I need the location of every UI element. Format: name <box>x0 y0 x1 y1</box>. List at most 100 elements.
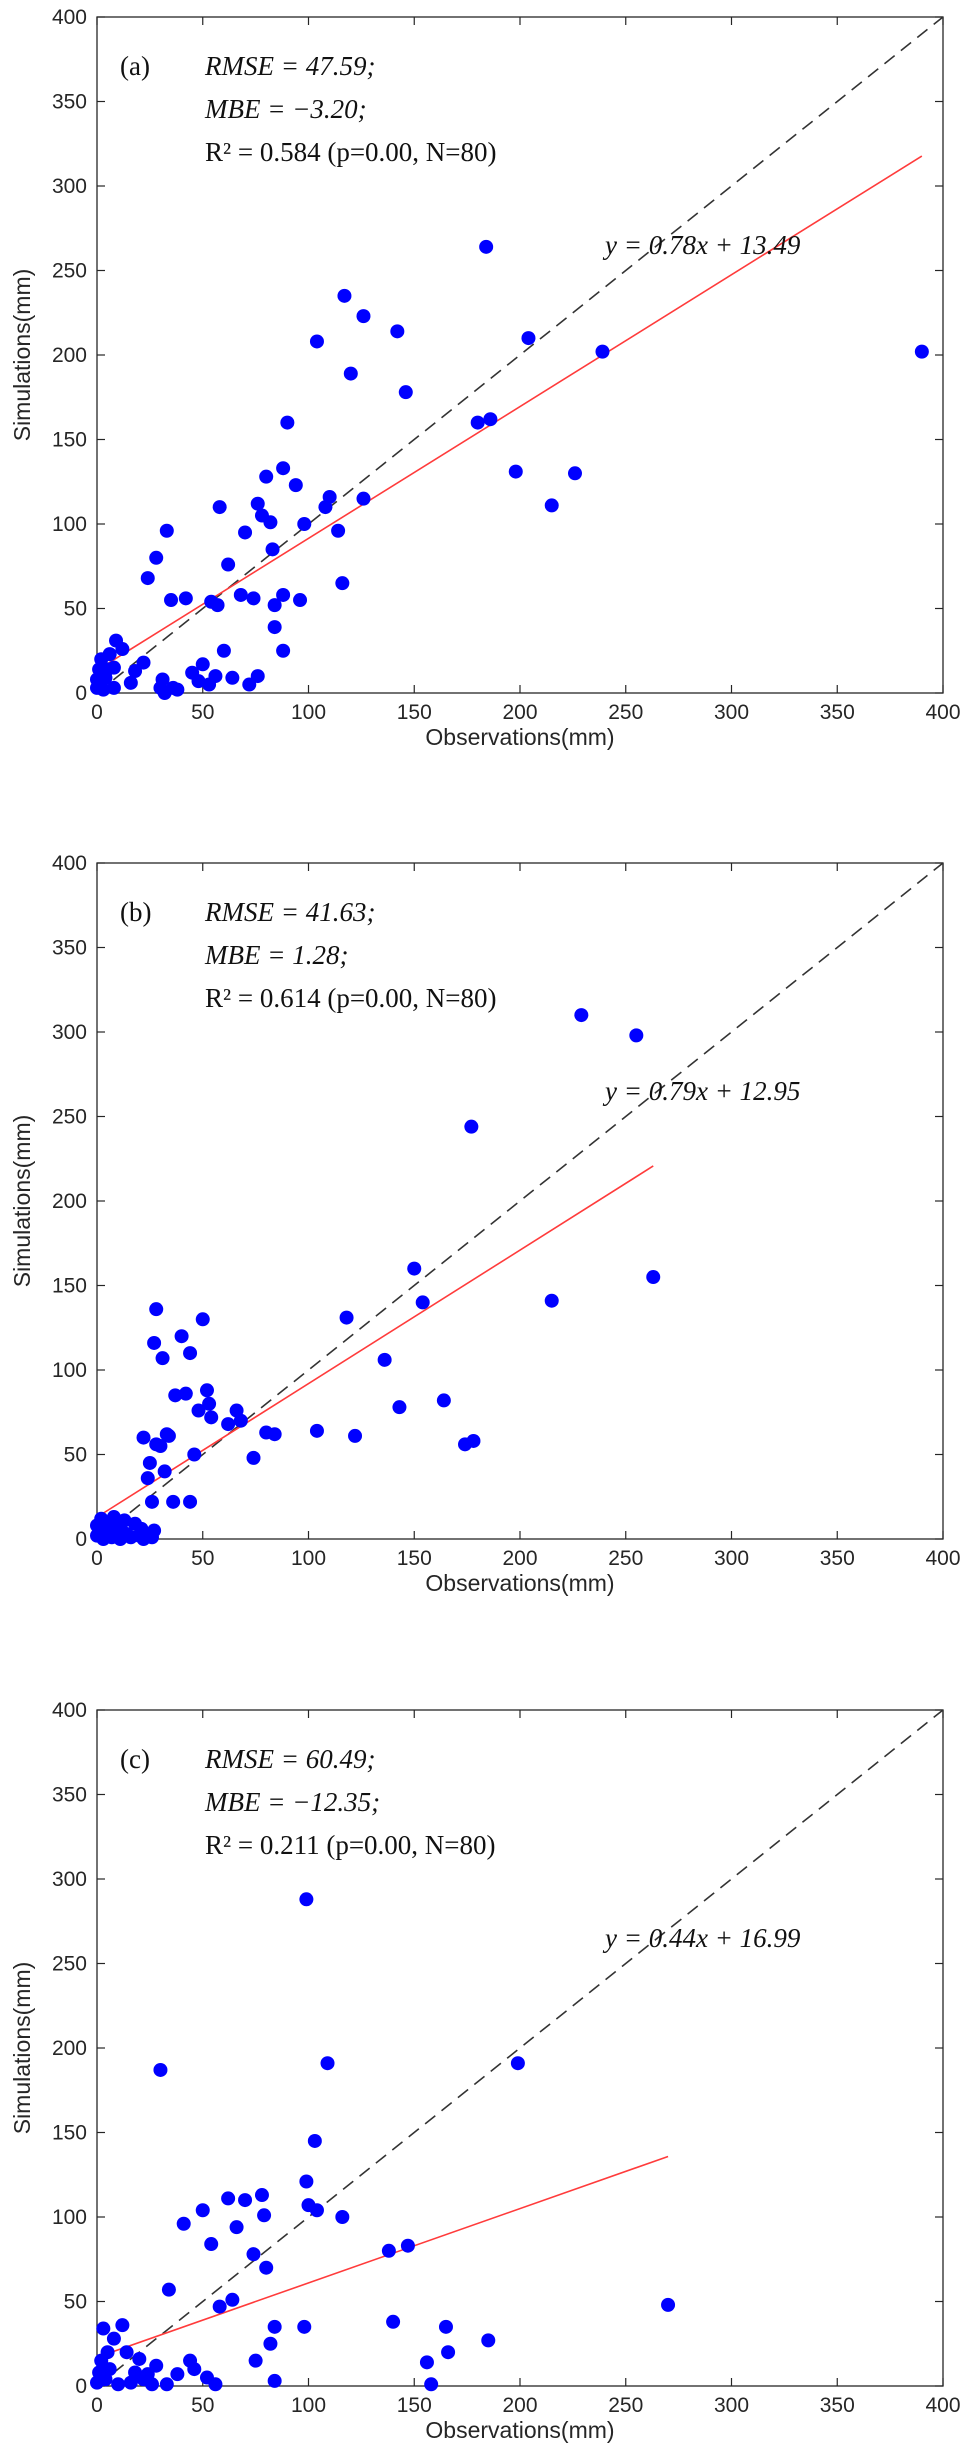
data-point <box>199 1383 214 1398</box>
data-point <box>123 675 138 690</box>
data-point <box>102 647 117 662</box>
one-to-one-reference-line <box>96 1709 944 2387</box>
y-tick-label: 350 <box>52 91 87 114</box>
data-point <box>267 620 282 635</box>
x-tick-label: 250 <box>608 2394 643 2417</box>
data-point <box>280 415 295 430</box>
data-point <box>170 2367 185 2382</box>
data-point <box>436 1393 451 1408</box>
fit-equation: y = 0.44x + 16.99 <box>602 1923 801 1953</box>
x-tick-label: 150 <box>397 2394 432 2417</box>
x-axis-label: Observations(mm) <box>425 724 614 750</box>
x-tick-label: 150 <box>397 1547 432 1570</box>
data-point <box>339 1310 354 1325</box>
data-point <box>117 1513 132 1528</box>
x-tick-label: 100 <box>291 1547 326 1570</box>
data-point <box>400 2238 415 2253</box>
data-point <box>225 670 240 685</box>
data-point <box>309 1423 324 1438</box>
data-point <box>441 2345 456 2360</box>
data-point <box>521 331 536 346</box>
data-point <box>221 1417 236 1432</box>
data-point <box>288 478 303 493</box>
data-point <box>149 2358 164 2373</box>
data-point <box>195 2203 210 2218</box>
data-point <box>119 2345 134 2360</box>
data-point <box>106 660 121 675</box>
data-point <box>356 491 371 506</box>
x-tick-label: 250 <box>608 1547 643 1570</box>
y-tick-label: 50 <box>64 2291 87 2314</box>
data-point <box>267 598 282 613</box>
data-point <box>276 587 291 602</box>
y-tick-label: 250 <box>52 1953 87 1976</box>
data-point <box>140 571 155 586</box>
data-point <box>155 672 170 687</box>
data-point <box>309 2203 324 2218</box>
data-point <box>246 1450 261 1465</box>
stats-line-3: R² = 0.584 (p=0.00, N=80) <box>205 137 497 167</box>
data-point <box>212 500 227 515</box>
y-tick-label: 300 <box>52 1868 87 1891</box>
y-tick-label: 50 <box>64 1444 87 1467</box>
data-point <box>415 1295 430 1310</box>
data-point <box>140 1471 155 1486</box>
data-point <box>170 682 185 697</box>
x-tick-label: 200 <box>502 701 537 724</box>
data-point <box>210 598 225 613</box>
data-point <box>661 2297 676 2312</box>
data-point <box>149 550 164 565</box>
x-tick-label: 350 <box>820 1547 855 1570</box>
data-point <box>183 1494 198 1509</box>
data-point <box>178 591 193 606</box>
data-point <box>331 523 346 538</box>
y-tick-label: 400 <box>52 6 87 29</box>
data-point <box>479 239 494 254</box>
data-point <box>106 2331 121 2346</box>
x-tick-label: 350 <box>820 701 855 724</box>
y-tick-label: 150 <box>52 429 87 452</box>
data-point <box>343 366 358 381</box>
x-tick-label: 0 <box>91 2394 103 2417</box>
data-point <box>267 2319 282 2334</box>
data-point <box>248 2353 263 2368</box>
data-point <box>299 1892 314 1907</box>
x-tick-label: 300 <box>714 1547 749 1570</box>
data-point <box>335 2210 350 2224</box>
data-point <box>132 2351 147 2366</box>
data-point <box>187 1447 202 1462</box>
data-point <box>544 1293 559 1308</box>
y-tick-label: 100 <box>52 1359 87 1382</box>
y-tick-label: 0 <box>75 1528 87 1551</box>
y-tick-label: 250 <box>52 1106 87 1129</box>
data-point <box>155 1351 170 1366</box>
y-tick-label: 300 <box>52 175 87 198</box>
data-point <box>238 2193 253 2208</box>
y-tick-label: 0 <box>75 682 87 705</box>
x-tick-label: 400 <box>925 2394 960 2417</box>
data-point <box>483 412 498 427</box>
x-axis-label: Observations(mm) <box>425 1570 614 1596</box>
data-point <box>419 2355 434 2370</box>
data-point <box>136 1430 151 1445</box>
data-point <box>390 324 405 339</box>
data-point <box>204 2237 219 2252</box>
data-point <box>438 2319 453 2334</box>
stats-line-2: MBE = −3.20; <box>204 94 367 124</box>
x-tick-label: 50 <box>191 2394 214 2417</box>
data-point <box>147 1335 162 1350</box>
y-tick-label: 300 <box>52 1021 87 1044</box>
data-point <box>238 525 253 540</box>
stats-line-3: R² = 0.614 (p=0.00, N=80) <box>205 983 497 1013</box>
x-tick-label: 200 <box>502 2394 537 2417</box>
x-tick-label: 400 <box>925 701 960 724</box>
data-point <box>297 2319 312 2334</box>
data-point <box>267 1427 282 1442</box>
y-tick-label: 200 <box>52 2037 87 2060</box>
y-tick-label: 150 <box>52 1275 87 1298</box>
data-point <box>377 1352 392 1367</box>
data-point <box>161 2282 176 2297</box>
x-tick-label: 150 <box>397 701 432 724</box>
x-tick-label: 100 <box>291 2394 326 2417</box>
